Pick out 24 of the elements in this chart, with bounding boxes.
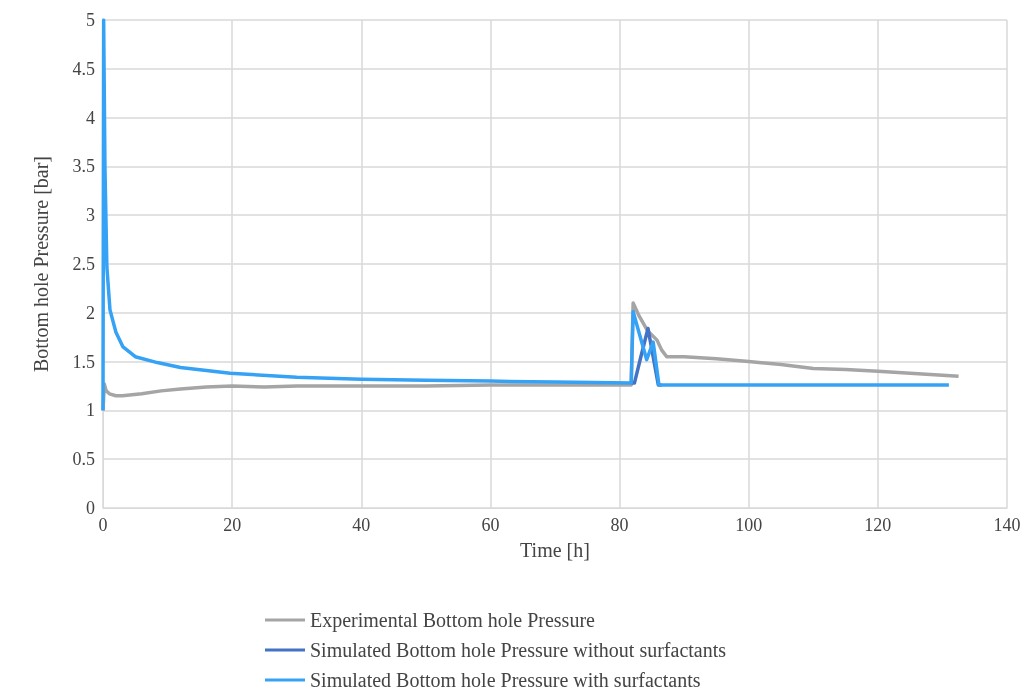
legend-label: Simulated Bottom hole Pressure with surfactants xyxy=(310,669,701,691)
y-tick-label: 5 xyxy=(86,10,95,30)
y-axis-title: Bottom hole Pressure [bar] xyxy=(30,155,52,373)
legend-label: Simulated Bottom hole Pressure without surfactants xyxy=(310,639,727,661)
x-tick-label: 120 xyxy=(864,515,892,535)
y-tick-label: 3 xyxy=(86,205,95,226)
x-tick-label: 100 xyxy=(735,515,763,535)
x-tick-label: 40 xyxy=(352,515,371,535)
x-tick-label: 60 xyxy=(481,515,500,535)
y-tick-label: 2.5 xyxy=(72,254,95,274)
y-tick-label: 0.5 xyxy=(72,449,95,470)
x-tick-label: 20 xyxy=(223,515,242,535)
y-tick-label: 4.5 xyxy=(72,58,95,79)
y-tick-label: 1 xyxy=(86,400,95,421)
x-tick-label: 140 xyxy=(993,515,1021,535)
y-tick-label: 1.5 xyxy=(72,351,95,372)
x-axis-title: Time [h] xyxy=(520,539,590,561)
x-tick-label: 80 xyxy=(610,515,629,535)
y-tick-label: 4 xyxy=(86,107,95,128)
line-series xyxy=(101,18,951,413)
y-tick-label: 0 xyxy=(86,498,95,518)
y-tick-label: 2 xyxy=(86,302,95,323)
y-tick-label: 3.5 xyxy=(72,156,95,177)
legend-label: Experimental Bottom hole Pressure xyxy=(310,609,596,632)
